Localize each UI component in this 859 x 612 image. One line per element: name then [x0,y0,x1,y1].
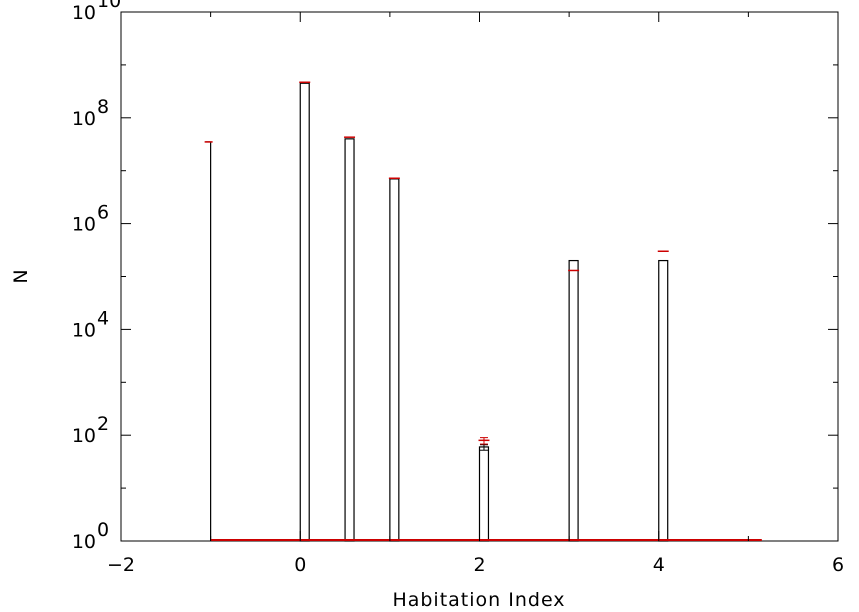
x-tick-label: 2 [473,554,485,576]
y-tick-exponent: 6 [97,202,109,224]
y-tick-label: 10 [72,319,96,341]
y-tick-label: 10 [72,2,96,24]
y-tick-label: 10 [72,214,96,236]
bar [344,138,355,542]
y-axis-title: N [10,268,32,283]
y-tick-exponent: 0 [97,519,109,541]
y-tick-exponent: 4 [97,307,109,329]
y-tick-exponent: 10 [97,0,121,12]
error-bars-layer [479,437,488,451]
x-axis-ticks: −2 0 2 4 6 [107,12,844,576]
y-tick-label: 10 [72,425,96,447]
bar [299,82,310,542]
x-tick-label: −2 [107,554,135,576]
bars-layer [205,82,669,542]
y-tick-exponent: 2 [97,413,109,435]
x-tick-label: 4 [653,554,665,576]
bar [389,178,400,542]
y-tick-exponent: 8 [97,96,109,118]
x-axis-title: Habitation Index [392,589,565,611]
y-tick-label: 10 [72,108,96,130]
bar [478,446,490,542]
bar [568,259,579,542]
y-tick-label: 10 [72,531,96,553]
x-tick-label: 0 [294,554,306,576]
bar [658,259,669,542]
x-tick-label: 6 [832,554,844,576]
red-markers-layer [204,81,669,442]
